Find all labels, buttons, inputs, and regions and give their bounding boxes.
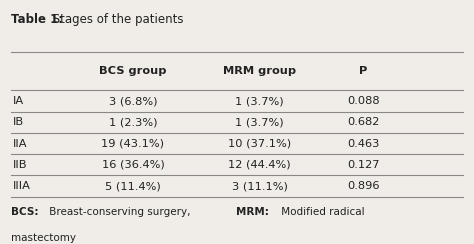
Text: 1 (2.3%): 1 (2.3%) — [109, 117, 157, 127]
Text: 3 (11.1%): 3 (11.1%) — [232, 181, 288, 191]
Text: 0.682: 0.682 — [347, 117, 380, 127]
Text: 1 (3.7%): 1 (3.7%) — [235, 96, 284, 106]
Text: 0.088: 0.088 — [347, 96, 380, 106]
Text: Breast-conserving surgery,: Breast-conserving surgery, — [46, 207, 194, 217]
Text: P: P — [359, 66, 368, 76]
Text: 1 (3.7%): 1 (3.7%) — [235, 117, 284, 127]
Text: MRM group: MRM group — [223, 66, 296, 76]
Text: IB: IB — [13, 117, 24, 127]
Text: Table 1:: Table 1: — [11, 13, 63, 26]
Text: 0.127: 0.127 — [347, 160, 380, 170]
Text: IA: IA — [13, 96, 24, 106]
Text: 12 (44.4%): 12 (44.4%) — [228, 160, 291, 170]
Text: 0.463: 0.463 — [347, 139, 380, 149]
Text: 19 (43.1%): 19 (43.1%) — [101, 139, 164, 149]
Text: 10 (37.1%): 10 (37.1%) — [228, 139, 291, 149]
Text: 16 (36.4%): 16 (36.4%) — [101, 160, 164, 170]
Text: IIB: IIB — [13, 160, 27, 170]
Text: 0.896: 0.896 — [347, 181, 380, 191]
Text: BCS:: BCS: — [11, 207, 38, 217]
Text: BCS group: BCS group — [99, 66, 167, 76]
Text: Modified radical: Modified radical — [278, 207, 365, 217]
Text: Stages of the patients: Stages of the patients — [49, 13, 184, 26]
Text: IIA: IIA — [13, 139, 27, 149]
Text: mastectomy: mastectomy — [11, 233, 76, 243]
Text: MRM:: MRM: — [236, 207, 268, 217]
Text: 5 (11.4%): 5 (11.4%) — [105, 181, 161, 191]
Text: IIIA: IIIA — [13, 181, 31, 191]
Text: 3 (6.8%): 3 (6.8%) — [109, 96, 157, 106]
